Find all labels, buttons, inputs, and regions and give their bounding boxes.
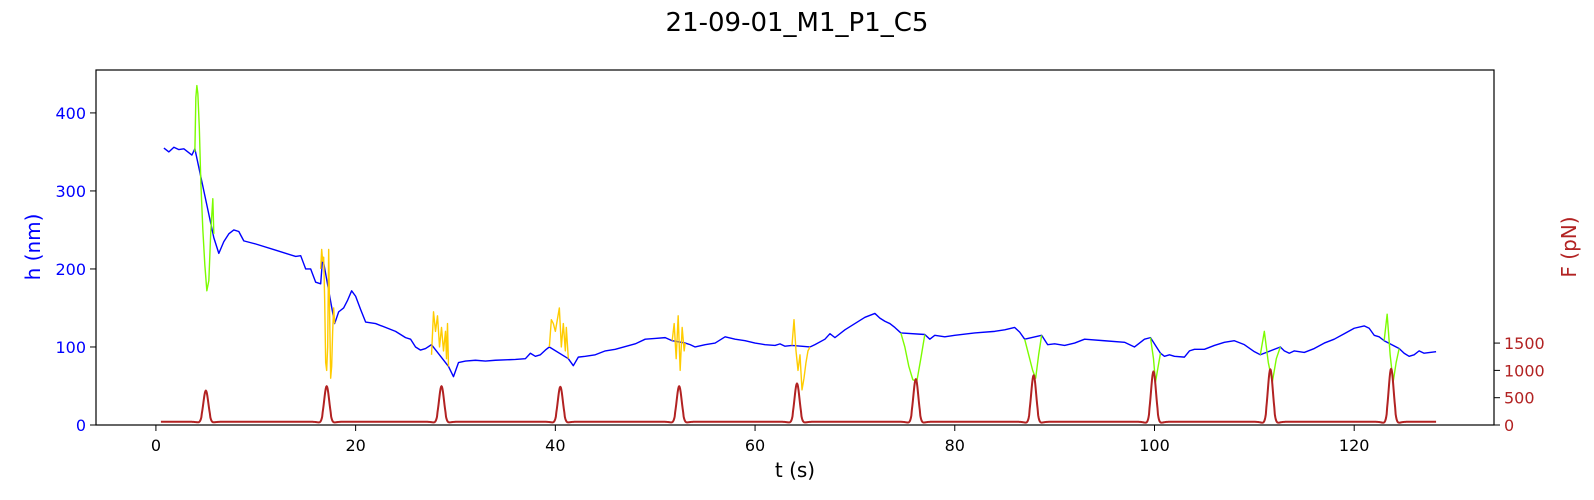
height-series-line-10 [1259,330,1281,383]
y-axis-right-label: F (pN) [1557,216,1581,277]
y-axis-left: 0 100 200 300 400 [55,104,96,435]
y-axis-right: 0 500 1000 1500 [1494,334,1545,435]
y-left-tick-label: 200 [55,260,86,279]
height-series-line-1 [194,84,215,292]
plot-frame [95,69,1495,426]
y-left-tick-label: 300 [55,182,86,201]
x-tick-label: 20 [345,436,365,455]
height-series-line-7 [900,332,926,383]
height-series-line-0 [163,146,1437,378]
height-series-line-6 [791,318,811,391]
x-tick-label: 100 [1139,436,1170,455]
x-tick-label: 120 [1339,436,1370,455]
y-left-tick-label: 0 [76,416,86,435]
y-right-tick-label: 500 [1504,389,1535,408]
force-series-line [160,367,1437,424]
x-tick-label: 0 [151,436,161,455]
y-left-tick-label: 100 [55,338,86,357]
height-series-line-8 [1023,335,1043,379]
height-series-line-4 [548,307,570,359]
x-axis: 0 20 40 60 80 100 120 [151,425,1370,455]
y-right-tick-label: 1000 [1504,361,1545,380]
y-right-tick-label: 0 [1504,416,1514,435]
height-series-line-2 [319,248,336,379]
y-right-tick-label: 1500 [1504,334,1545,353]
height-series-line-5 [671,315,686,372]
y-axis-left-label: h (nm) [21,214,45,281]
x-axis-label: t (s) [775,458,815,482]
x-tick-label: 60 [745,436,765,455]
height-series-line-3 [430,311,450,367]
y-left-tick-label: 400 [55,104,86,123]
x-tick-label: 40 [545,436,565,455]
chart-title: 21-09-01_M1_P1_C5 [666,8,929,38]
plot-area [160,84,1437,424]
x-tick-label: 80 [945,436,965,455]
